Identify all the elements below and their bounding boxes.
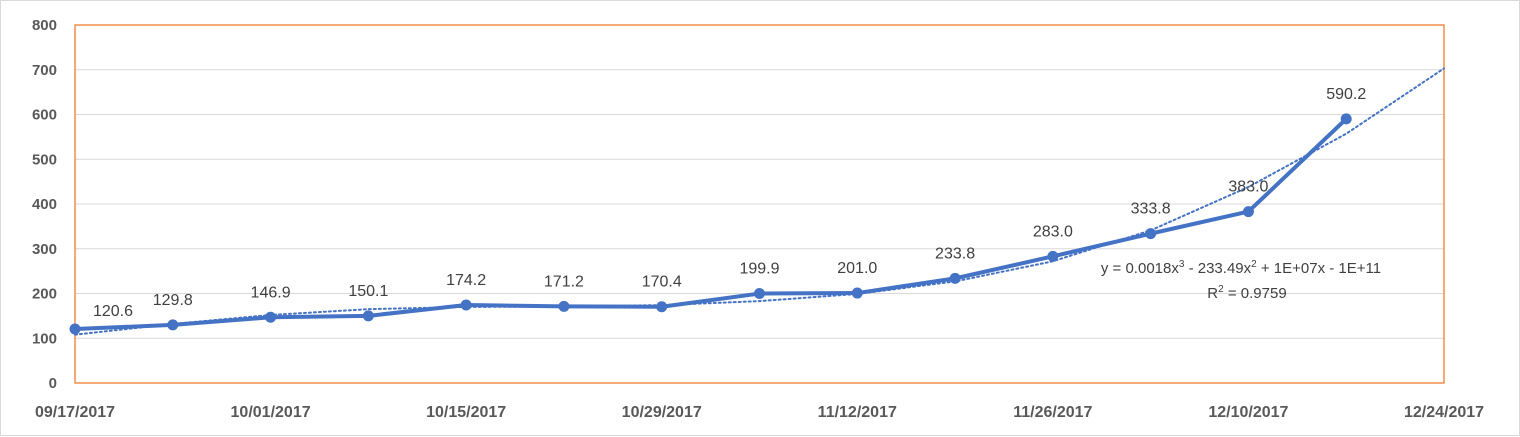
data-point	[460, 299, 472, 311]
x-tick-label: 09/17/2017	[35, 404, 115, 421]
data-point	[754, 288, 765, 300]
y-tick-label: 800	[32, 17, 57, 34]
y-tick-label: 0	[49, 375, 57, 392]
data-label: 283.0	[1033, 223, 1073, 240]
data-point	[265, 311, 277, 323]
trendline-path	[74, 67, 1445, 336]
x-tick-label: 12/10/2017	[1208, 404, 1288, 421]
trendline	[74, 67, 1445, 336]
data-label: 233.8	[935, 245, 975, 262]
data-label: 129.8	[153, 292, 193, 309]
x-axis: 09/17/2017 10/01/2017 10/15/2017 10/29/2017…	[35, 404, 1484, 421]
data-point	[851, 287, 863, 299]
data-point	[558, 300, 570, 312]
data-point	[1340, 113, 1352, 125]
data-label: 120.6	[93, 303, 133, 320]
data-labels: 120.6 129.8 146.9 150.1 174.2 171.2 170.4 199.9…	[93, 86, 1366, 320]
trend-eq-part-2: - 233.49x	[1184, 260, 1251, 277]
y-tick-label: 300	[32, 241, 57, 258]
y-axis: 0 100 200 300 400 500 600 700 800	[32, 17, 57, 392]
y-tick-label: 600	[32, 107, 57, 124]
data-label: 150.1	[348, 283, 388, 300]
x-tick-label: 10/01/2017	[231, 404, 311, 421]
data-series	[69, 113, 1352, 335]
trendline-equation: y = 0.0018x3 - 233.49x2 + 1E+07x - 1E+11…	[1101, 259, 1381, 302]
y-tick-label: 200	[32, 286, 57, 303]
series-line	[73, 116, 1349, 332]
x-tick-label: 11/26/2017	[1013, 404, 1092, 421]
data-point	[949, 272, 961, 284]
data-label: 199.9	[739, 261, 779, 278]
data-point	[1047, 250, 1059, 262]
data-label: 383.0	[1228, 179, 1268, 196]
x-tick-label: 12/24/2017	[1404, 404, 1484, 421]
trend-eq-exp-3: 3	[1179, 259, 1185, 270]
trend-eq-exp-2: 2	[1251, 259, 1257, 270]
data-label: 333.8	[1131, 201, 1171, 218]
data-label: 171.2	[544, 273, 584, 290]
data-label: 201.0	[837, 260, 877, 277]
trend-eq-part-1: y = 0.0018x	[1101, 260, 1179, 277]
grid-lines	[74, 24, 1445, 384]
y-tick-label: 500	[32, 151, 57, 168]
data-point	[1242, 206, 1254, 218]
trendline-r-squared: R2 = 0.9759	[1207, 284, 1286, 302]
data-label: 146.9	[251, 284, 291, 301]
data-point	[656, 301, 668, 313]
x-tick-label: 11/12/2017	[818, 404, 897, 421]
trendline-equation-line: y = 0.0018x3 - 233.49x2 + 1E+07x - 1E+11	[1101, 259, 1381, 277]
x-tick-label: 10/29/2017	[622, 404, 702, 421]
y-tick-label: 700	[32, 62, 57, 79]
r2-r: R	[1207, 285, 1218, 302]
y-tick-label: 400	[32, 196, 57, 213]
r2-exp: 2	[1218, 284, 1224, 295]
y-tick-label: 100	[32, 330, 57, 347]
trend-eq-part-3: + 1E+07x - 1E+11	[1257, 260, 1381, 277]
r2-value: = 0.9759	[1224, 285, 1287, 302]
x-tick-label: 10/15/2017	[426, 404, 506, 421]
data-label: 170.4	[642, 274, 682, 291]
data-point	[69, 323, 81, 335]
data-point	[167, 319, 179, 331]
data-point	[362, 310, 374, 322]
plot-area-border	[74, 24, 1445, 384]
data-label: 590.2	[1326, 86, 1366, 103]
data-point	[1145, 228, 1157, 240]
data-label: 174.2	[446, 272, 486, 289]
